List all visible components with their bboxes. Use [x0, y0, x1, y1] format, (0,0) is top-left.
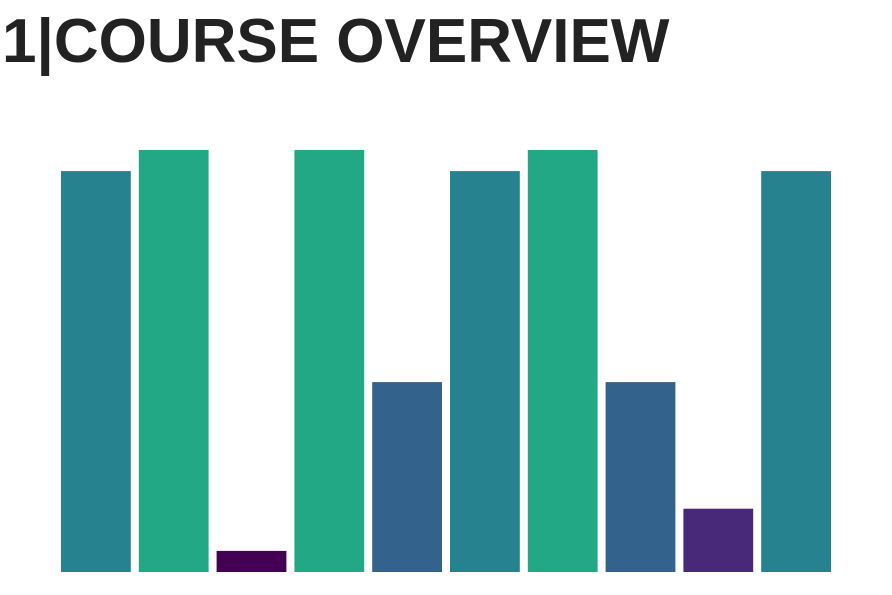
bar-4: [294, 150, 365, 572]
bar-3: [216, 550, 287, 572]
bar-9: [683, 508, 754, 572]
page-title: 1|COURSE OVERVIEW: [2, 7, 670, 76]
bar-6: [450, 171, 520, 572]
bar-10: [761, 171, 831, 572]
bar-2: [138, 150, 209, 572]
bar-1: [61, 171, 131, 572]
bar-8: [605, 382, 676, 572]
bar-5: [372, 382, 442, 572]
bar-7: [527, 150, 598, 572]
